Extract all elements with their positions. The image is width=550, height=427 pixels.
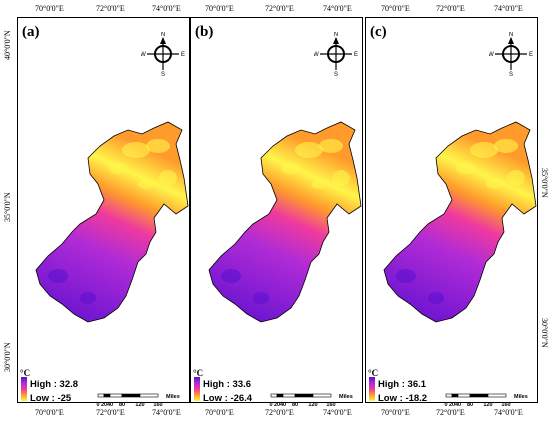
highland-patch	[295, 142, 323, 158]
scale-bar: 0 20 40 80 120 160 Miles	[444, 390, 534, 416]
lat-tick-40-left: 40°0'0"N	[3, 30, 12, 60]
color-ramp	[369, 377, 375, 401]
scale-tick: 80	[292, 402, 298, 408]
top-tick-mid-1: 72°0'0"E	[96, 4, 125, 13]
region-outline	[384, 122, 536, 322]
scale-segment	[313, 394, 331, 397]
bottom-tick-left-1: 70°0'0"E	[35, 408, 64, 417]
scale-segment	[104, 394, 110, 397]
highland-patch	[311, 179, 327, 189]
highland-patch	[122, 142, 150, 158]
scale-tick: 120	[483, 402, 492, 408]
map-panel-c: (c) N S E W °C High : 36.1 Low : -18.2 0 20 4…	[365, 17, 538, 403]
scale-tick: 40	[107, 402, 113, 408]
region-outline	[209, 122, 361, 322]
temperature-map	[366, 18, 539, 404]
highland-patch	[108, 162, 128, 174]
scale-unit: Miles	[339, 394, 353, 400]
scale-segment	[277, 394, 283, 397]
scale-tick: 40	[280, 402, 286, 408]
top-tick-mid-3: 72°0'0"E	[436, 4, 465, 13]
lat-tick-35-right: 35°0'0"N	[540, 168, 549, 198]
top-tick-left-3: 70°0'0"E	[381, 4, 410, 13]
highland-patch	[486, 179, 502, 189]
scale-bar: 0 20 40 80 120 160 Miles	[96, 390, 186, 416]
legend-low: Low : -26.4	[203, 393, 252, 404]
temperature-legend: °C High : 32.8 Low : -25	[20, 368, 100, 402]
region-outline	[36, 122, 188, 322]
highland-patch	[146, 139, 170, 153]
scale-segment	[446, 394, 452, 397]
scale-segment	[98, 394, 104, 397]
scale-segment	[140, 394, 158, 397]
lowland-patch	[428, 292, 444, 304]
bottom-tick-left-2: 70°0'0"E	[205, 408, 234, 417]
lowland-patch	[253, 292, 269, 304]
scale-tick: 0	[444, 402, 447, 408]
lat-tick-30-left: 30°0'0"N	[3, 342, 12, 372]
scale-bar: 0 20 40 80 120 160 Miles	[269, 390, 359, 416]
scale-tick: 80	[467, 402, 473, 408]
highland-patch	[332, 170, 350, 186]
scale-tick: 160	[501, 402, 510, 408]
highland-patch	[494, 139, 518, 153]
scale-segment	[470, 394, 488, 397]
temperature-map	[18, 18, 191, 404]
scale-segment	[458, 394, 470, 397]
temperature-map	[191, 18, 364, 404]
scale-tick: 0	[269, 402, 272, 408]
scale-tick: 160	[153, 402, 162, 408]
scale-unit: Miles	[514, 394, 528, 400]
scale-tick: 0	[96, 402, 99, 408]
scale-segment	[283, 394, 295, 397]
highland-patch	[281, 162, 301, 174]
highland-patch	[470, 142, 498, 158]
legend-low: Low : -25	[30, 393, 71, 404]
highland-patch	[319, 139, 343, 153]
top-tick-mid-2: 72°0'0"E	[265, 4, 294, 13]
lat-tick-35-left: 35°0'0"N	[3, 192, 12, 222]
highland-patch	[159, 170, 177, 186]
legend-high: High : 32.8	[30, 379, 78, 390]
lat-tick-30-right: 30°0'0"N	[540, 318, 549, 348]
scale-segment	[122, 394, 140, 397]
scale-unit: Miles	[166, 394, 180, 400]
scale-tick: 80	[119, 402, 125, 408]
lowland-patch	[221, 269, 241, 283]
scale-tick: 120	[135, 402, 144, 408]
color-ramp	[21, 377, 27, 401]
highland-patch	[507, 170, 525, 186]
bottom-tick-left-3: 70°0'0"E	[381, 408, 410, 417]
top-tick-left-1: 70°0'0"E	[35, 4, 64, 13]
scale-segment	[110, 394, 122, 397]
highland-patch	[138, 179, 154, 189]
legend-high: High : 33.6	[203, 379, 251, 390]
scale-segment	[452, 394, 458, 397]
top-tick-left-2: 70°0'0"E	[205, 4, 234, 13]
lowland-patch	[396, 269, 416, 283]
scale-segment	[271, 394, 277, 397]
temperature-legend: °C High : 33.6 Low : -26.4	[193, 368, 273, 402]
lowland-patch	[80, 292, 96, 304]
map-panel-a: (a) N S E W °C High : 32.8 Low : -25 0 20 40 8…	[17, 17, 190, 403]
scale-tick: 40	[455, 402, 461, 408]
top-tick-right-2: 74°0'0"E	[323, 4, 352, 13]
lowland-patch	[48, 269, 68, 283]
top-tick-right-3: 74°0'0"E	[494, 4, 523, 13]
legend-high: High : 36.1	[378, 379, 426, 390]
highland-patch	[456, 162, 476, 174]
scale-tick: 120	[308, 402, 317, 408]
map-panel-b: (b) N S E W °C High : 33.6 Low : -26.4 0 20 4…	[190, 17, 363, 403]
scale-segment	[488, 394, 506, 397]
scale-segment	[295, 394, 313, 397]
top-tick-right-1: 74°0'0"E	[152, 4, 181, 13]
legend-low: Low : -18.2	[378, 393, 427, 404]
scale-tick: 160	[326, 402, 335, 408]
temperature-legend: °C High : 36.1 Low : -18.2	[368, 368, 448, 402]
color-ramp	[194, 377, 200, 401]
